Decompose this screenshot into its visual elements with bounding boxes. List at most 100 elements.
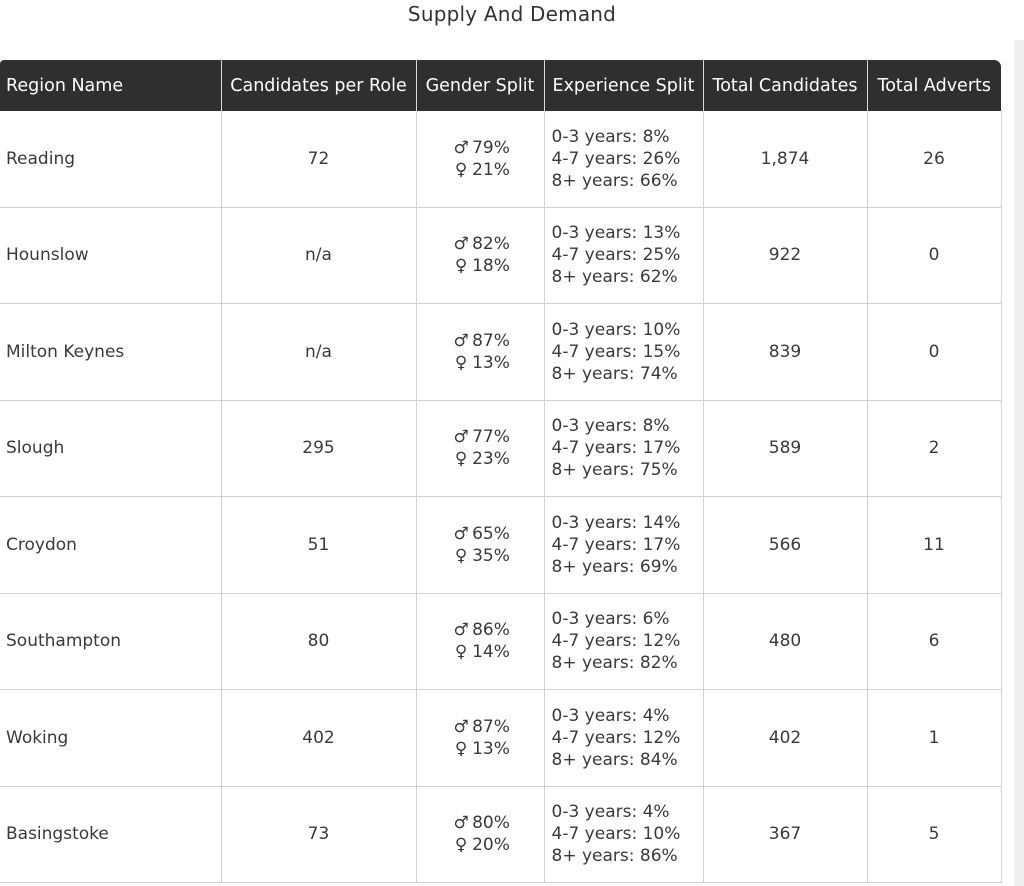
region-name-cell: Basingstoke	[0, 786, 222, 883]
experience-split-cell: 0-3 years: 6% 4-7 years: 12% 8+ years: 82%	[544, 593, 704, 690]
experience-8-plus-years: 8+ years: 74%	[551, 363, 678, 384]
gender-split-cell: ♂ 80% ♀ 20%	[416, 786, 545, 883]
male-percent: 65%	[472, 523, 510, 544]
male-percent: 77%	[472, 427, 510, 448]
page-title: Supply And Demand	[407, 2, 617, 26]
total-candidates-cell: 480	[703, 593, 868, 690]
total-adverts-cell: 11	[867, 496, 1002, 594]
female-symbol-icon: ♀	[454, 642, 468, 663]
female-symbol-icon: ♀	[454, 738, 468, 759]
male-symbol-icon: ♂	[453, 427, 469, 448]
female-share: ♀ 20%	[450, 834, 510, 856]
experience-8-plus-years: 8+ years: 69%	[551, 556, 678, 577]
male-percent: 86%	[472, 620, 510, 641]
female-percent: 18%	[472, 256, 510, 277]
female-share: ♀ 23%	[450, 448, 510, 470]
table-row: Slough 295 ♂ 77% ♀ 23% 0-3 years: 8% 4-7 years:…	[0, 400, 1002, 497]
male-share: ♂ 87%	[450, 330, 509, 352]
supply-demand-table: Region Name Candidates per Role Gender S…	[0, 60, 1002, 883]
female-share: ♀ 21%	[450, 159, 510, 181]
total-adverts-cell: 5	[867, 786, 1002, 883]
column-header-total-candidates[interactable]: Total Candidates	[703, 60, 868, 111]
table-row: Woking 402 ♂ 87% ♀ 13% 0-3 years: 4% 4-7 years:…	[0, 689, 1002, 787]
female-percent: 23%	[472, 449, 510, 470]
column-header-candidates-per-role[interactable]: Candidates per Role	[221, 60, 417, 111]
candidates-per-role-cell: 80	[221, 593, 417, 690]
male-symbol-icon: ♂	[453, 523, 469, 544]
female-percent: 14%	[472, 642, 510, 663]
gender-split-cell: ♂ 87% ♀ 13%	[416, 689, 545, 787]
male-percent: 87%	[472, 716, 510, 737]
candidates-per-role-cell: n/a	[221, 303, 417, 401]
experience-split-cell: 0-3 years: 10% 4-7 years: 15% 8+ years: 74…	[544, 303, 704, 401]
experience-split-cell: 0-3 years: 13% 4-7 years: 25% 8+ years: 62…	[544, 207, 704, 304]
experience-split: 0-3 years: 13% 4-7 years: 25% 8+ years: 62…	[552, 222, 681, 288]
experience-0-3-years: 0-3 years: 8%	[551, 416, 670, 437]
female-percent: 13%	[472, 738, 510, 759]
experience-4-7-years: 4-7 years: 10%	[551, 824, 681, 845]
total-candidates-cell: 922	[703, 207, 868, 304]
column-header-total-adverts[interactable]: Total Adverts	[867, 60, 1001, 111]
male-symbol-icon: ♂	[453, 813, 469, 834]
male-share: ♂ 65%	[450, 523, 510, 545]
male-symbol-icon: ♂	[453, 234, 469, 255]
female-share: ♀ 13%	[450, 738, 510, 760]
table-row: Hounslow n/a ♂ 82% ♀ 18% 0-3 years: 13% 4-7 yea…	[0, 207, 1002, 304]
total-candidates-cell: 402	[703, 689, 868, 787]
female-symbol-icon: ♀	[454, 545, 468, 566]
gender-split-cell: ♂ 86% ♀ 14%	[416, 593, 545, 690]
gender-split: ♂ 79% ♀ 21%	[450, 137, 510, 181]
gender-split: ♂ 82% ♀ 18%	[450, 233, 510, 277]
region-name-cell: Reading	[0, 111, 222, 208]
experience-4-7-years: 4-7 years: 12%	[551, 727, 681, 748]
experience-4-7-years: 4-7 years: 17%	[551, 534, 681, 555]
experience-split: 0-3 years: 14% 4-7 years: 17% 8+ years: 69…	[552, 512, 681, 578]
female-symbol-icon: ♀	[454, 256, 468, 277]
candidates-per-role-cell: n/a	[221, 207, 417, 304]
male-percent: 82%	[472, 234, 510, 255]
total-adverts-cell: 0	[867, 207, 1002, 304]
gender-split: ♂ 77% ♀ 23%	[450, 426, 510, 470]
gender-split-cell: ♂ 82% ♀ 18%	[416, 207, 545, 304]
experience-split: 0-3 years: 4% 4-7 years: 10% 8+ years: 86%	[552, 801, 681, 867]
experience-split-cell: 0-3 years: 8% 4-7 years: 26% 8+ years: 66%	[544, 111, 704, 208]
experience-4-7-years: 4-7 years: 25%	[551, 245, 681, 266]
region-name-cell: Milton Keynes	[0, 303, 222, 401]
female-share: ♀ 14%	[450, 641, 510, 663]
column-header-region-name[interactable]: Region Name	[0, 60, 222, 111]
experience-4-7-years: 4-7 years: 26%	[551, 148, 681, 169]
female-share: ♀ 13%	[450, 352, 510, 374]
experience-0-3-years: 0-3 years: 10%	[551, 319, 681, 340]
experience-8-plus-years: 8+ years: 84%	[551, 749, 678, 770]
experience-split-cell: 0-3 years: 14% 4-7 years: 17% 8+ years: 69…	[544, 496, 704, 594]
table-row: Croydon 51 ♂ 65% ♀ 35% 0-3 years: 14% 4-7 years…	[0, 496, 1002, 594]
experience-8-plus-years: 8+ years: 66%	[551, 170, 678, 191]
experience-0-3-years: 0-3 years: 8%	[551, 126, 670, 147]
candidates-per-role-cell: 402	[221, 689, 417, 787]
column-header-gender-split[interactable]: Gender Split	[416, 60, 545, 111]
experience-4-7-years: 4-7 years: 17%	[551, 438, 681, 459]
gender-split: ♂ 87% ♀ 13%	[450, 330, 510, 374]
experience-8-plus-years: 8+ years: 75%	[551, 460, 678, 481]
table-header: Region Name Candidates per Role Gender S…	[0, 60, 1001, 111]
experience-split-cell: 0-3 years: 4% 4-7 years: 10% 8+ years: 86%	[544, 786, 704, 883]
experience-4-7-years: 4-7 years: 12%	[551, 631, 681, 652]
total-adverts-cell: 1	[867, 689, 1002, 787]
region-name-cell: Hounslow	[0, 207, 222, 304]
male-percent: 79%	[472, 137, 510, 158]
candidates-per-role-cell: 72	[221, 111, 417, 208]
experience-0-3-years: 0-3 years: 14%	[551, 512, 681, 533]
scrollbar-track[interactable]	[1014, 40, 1024, 886]
male-symbol-icon: ♂	[453, 137, 469, 158]
table-body: Reading 72 ♂ 79% ♀ 21% 0-3 years: 8% 4-7 years:…	[0, 111, 1002, 883]
region-name-cell: Southampton	[0, 593, 222, 690]
female-share: ♀ 18%	[450, 255, 510, 277]
gender-split: ♂ 80% ♀ 20%	[450, 812, 510, 856]
experience-split: 0-3 years: 10% 4-7 years: 15% 8+ years: 74…	[552, 319, 681, 385]
experience-0-3-years: 0-3 years: 4%	[551, 705, 670, 726]
column-header-experience-split[interactable]: Experience Split	[544, 60, 704, 111]
table-row: Southampton 80 ♂ 86% ♀ 14% 0-3 years: 6% 4-7 ye…	[0, 593, 1002, 690]
candidates-per-role-cell: 73	[221, 786, 417, 883]
gender-split-cell: ♂ 87% ♀ 13%	[416, 303, 545, 401]
